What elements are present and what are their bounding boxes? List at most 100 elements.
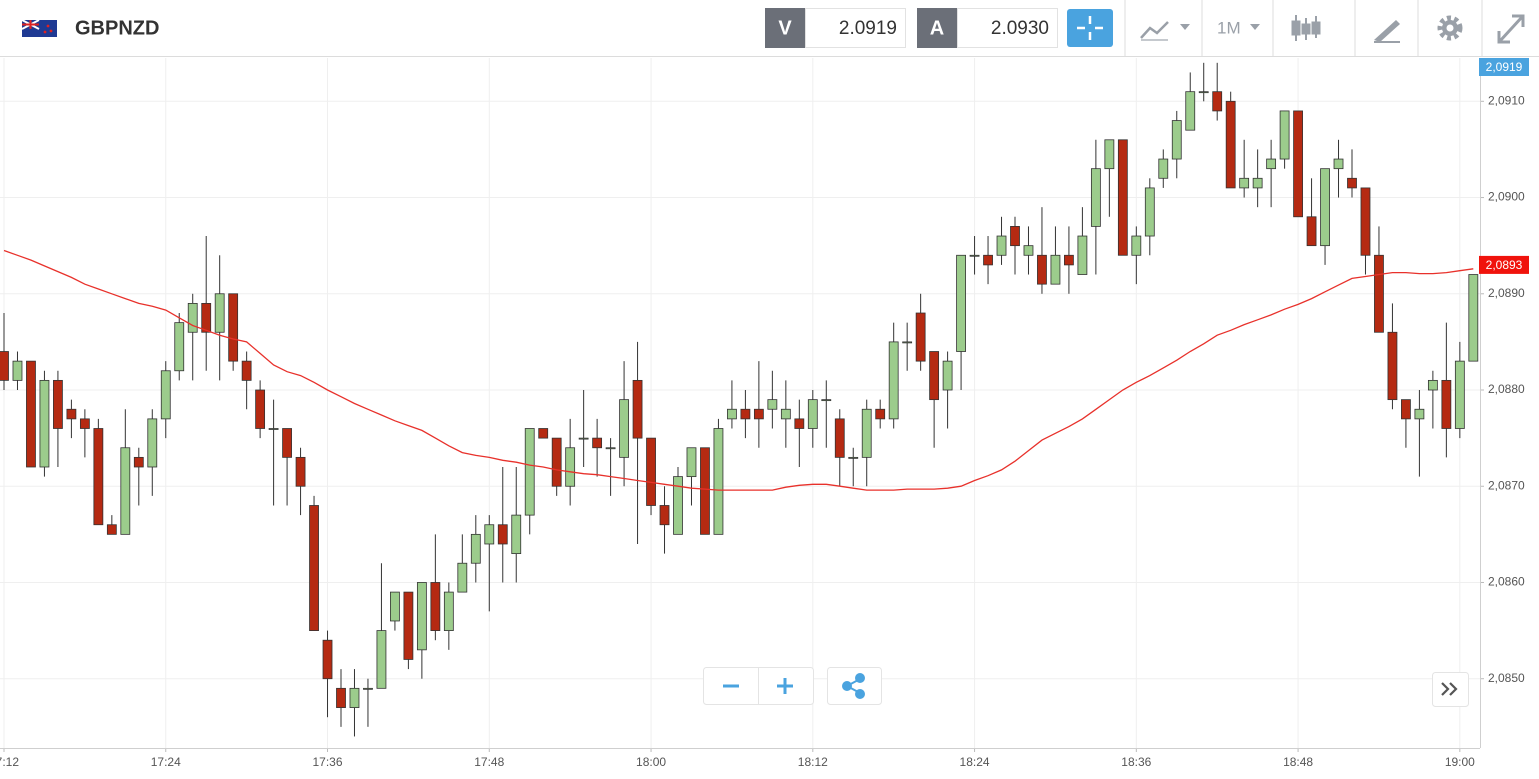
candle-body (1185, 91, 1196, 131)
candle-body (1252, 177, 1263, 189)
candle-body (1198, 91, 1209, 94)
candle-body (201, 302, 212, 333)
candle-body (1023, 245, 1034, 256)
candle-body (363, 687, 373, 690)
crosshair-button[interactable] (1067, 9, 1113, 47)
x-tick-label: 18:48 (1283, 755, 1313, 769)
x-tick-label: 17:12 (0, 755, 19, 769)
candle-body (511, 514, 522, 555)
candle-body (1077, 235, 1088, 275)
candle-body (66, 408, 77, 420)
candle-body (336, 687, 346, 708)
x-tick-label: 18:12 (798, 755, 828, 769)
candle-body (996, 235, 1007, 256)
ask-label: A (930, 17, 944, 39)
candle-body (1401, 399, 1411, 420)
candle-body (673, 476, 683, 535)
bid-label: V (778, 17, 792, 39)
candle-body (1212, 91, 1223, 112)
y-tick-label: 2,0860 (1488, 575, 1525, 589)
y-tick-label: 2,0850 (1488, 671, 1525, 685)
candle-body (430, 582, 441, 631)
candle-body (390, 591, 400, 622)
candle-body (794, 418, 805, 429)
candle-body (646, 437, 656, 506)
plot-area: 2,0850 2,0860 2,0870 2,0880 2,0890 2,0900 2,09… (0, 58, 1529, 769)
candle-body (969, 254, 980, 257)
x-tick-label: 17:24 (151, 755, 181, 769)
candle-body (538, 428, 549, 439)
candle-body (106, 524, 117, 535)
candle-body (376, 630, 387, 689)
candles-icon[interactable] (1291, 15, 1321, 41)
candle-body (983, 254, 993, 266)
candle-body (780, 408, 791, 420)
y-tick-label: 2,0900 (1488, 190, 1525, 204)
candle-body (1306, 216, 1317, 247)
candle-body (1414, 408, 1425, 420)
candle-body (1293, 110, 1303, 218)
draw-tool-icon[interactable] (1374, 20, 1400, 43)
candle-body (834, 418, 845, 458)
timeframe[interactable]: 1M (1217, 18, 1241, 37)
candle-body (416, 582, 427, 651)
candle-body (902, 341, 913, 344)
candle-body (740, 408, 751, 420)
candle-body (767, 399, 778, 410)
candle-body (686, 447, 697, 478)
candle-body (713, 428, 724, 535)
candle-body (1117, 139, 1128, 256)
candle-body (888, 341, 899, 420)
candle-body (1171, 120, 1182, 160)
share-icon (842, 673, 865, 699)
y-tick-label: 2,0910 (1488, 93, 1525, 107)
candle-body (1131, 235, 1142, 256)
candle-body (619, 399, 629, 458)
y-tick-label: 2,0880 (1488, 382, 1525, 396)
share-button[interactable] (827, 667, 882, 705)
scroll-end-button[interactable] (1432, 672, 1469, 707)
candle-body (700, 447, 710, 535)
candle-body (93, 428, 104, 526)
candle-body (915, 312, 926, 362)
fullscreen-icon[interactable] (1497, 14, 1525, 44)
candle-body (255, 389, 266, 429)
candle-body (39, 379, 50, 468)
price-badge-label: 2,0919 (1486, 60, 1523, 74)
crosshair-icon (1077, 16, 1103, 40)
candle-body (1360, 187, 1371, 256)
ask-button[interactable] (917, 8, 957, 48)
flag (21, 19, 57, 37)
candle-body (0, 351, 9, 381)
candle-body (187, 302, 198, 333)
candle-body (1468, 274, 1479, 362)
price-badge (1479, 58, 1529, 76)
candle-body (1225, 100, 1236, 189)
candle-body (1266, 158, 1277, 170)
candle-body (807, 399, 818, 429)
candle-body (1427, 379, 1438, 391)
chart-type-button[interactable] (1140, 21, 1190, 41)
candle-body (1239, 177, 1250, 189)
x-tick-label: 18:36 (1121, 755, 1151, 769)
candle-body (592, 437, 603, 449)
x-tick-label: 19:00 (1445, 755, 1475, 769)
x-tick-label: 17:48 (474, 755, 504, 769)
candle-body (565, 447, 576, 487)
candle-body (1050, 254, 1061, 285)
candle-body (484, 524, 495, 545)
bid-button[interactable] (765, 8, 805, 48)
candle-body (443, 591, 454, 631)
moving-average (3, 249, 1474, 491)
candle-body (632, 379, 643, 439)
ask-price: 2.0930 (991, 18, 1049, 39)
candle-body (753, 408, 764, 420)
zoom-in[interactable] (777, 678, 793, 694)
candle-body (268, 428, 279, 430)
symbol: GBPNZD (75, 17, 159, 39)
settings-icon[interactable] (1437, 15, 1463, 41)
candle-body (524, 428, 535, 516)
candle-body (1347, 177, 1357, 189)
candle-body (133, 456, 144, 468)
